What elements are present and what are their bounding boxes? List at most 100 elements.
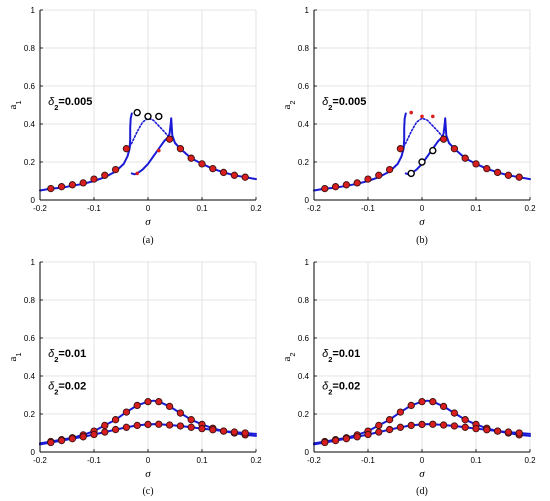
numerical-marker [375,171,383,179]
numerical-marker [461,154,469,162]
numerical-marker [439,135,448,143]
numerical-marker [122,145,131,153]
numerical-marker [122,423,131,431]
chart-panel: -0.2 -0.1 0 0.1 0.2 0 0.2 0.4 0.6 0.8 1 σ a1 δ2=0.01 δ… [7,258,262,497]
y-tick-label: 0 [305,196,310,205]
numerical-marker [450,409,459,417]
numerical-marker [461,423,469,431]
x-tick-label: 0.2 [524,204,536,213]
delta-annotation: δ2=0.01 [322,348,360,364]
y-tick-label: 1 [305,258,310,267]
y-tick-label: 0 [31,196,36,205]
numerical-marker [101,171,109,179]
numerical-marker [396,145,405,153]
y-tick-label: 0.8 [24,296,36,305]
numerical-marker [68,181,77,189]
y-tick-label: 0.2 [24,158,36,167]
numerical-marker [144,397,152,406]
x-tick-label: -0.1 [361,456,375,465]
delta-annotation: δ2=0.02 [48,380,86,396]
delta-annotation: δ2=0.02 [322,380,360,396]
numerical-marker [483,426,491,434]
y-tick-label: 0.2 [298,158,310,167]
x-tick-label: 0.2 [250,204,262,213]
open-marker [418,158,426,166]
numerical-marker [111,416,120,424]
numerical-marker [57,436,66,445]
numerical-marker [230,428,239,436]
delta-annotation: δ2=0.005 [48,96,92,112]
numerical-marker [165,135,174,143]
numerical-marker [79,179,87,187]
numerical-marker [493,168,502,177]
y-tick-label: 0.6 [24,82,36,91]
numerical-marker [187,416,195,424]
numerical-marker [364,430,372,439]
numerical-marker [385,416,394,424]
y-tick-label: 1 [31,258,36,267]
numerical-marker [504,171,513,179]
numerical-marker [439,421,448,429]
y-tick-label: 0.8 [298,296,310,305]
numerical-marker [68,435,77,443]
x-tick-label: 0 [146,204,151,213]
x-tick-label: -0.1 [361,204,375,213]
numerical-marker [493,427,502,435]
numerical-marker [353,179,361,187]
chart-panel: -0.2 -0.1 0 0.1 0.2 0 0.2 0.4 0.6 0.8 1 σ a2 δ2=0.005… [281,6,536,246]
numerical-marker [241,173,249,181]
small-marker [431,114,435,119]
numerical-marker [407,421,415,430]
y-tick-label: 0 [31,448,36,457]
x-axis-label: σ [419,468,425,480]
open-marker [133,108,141,117]
numerical-marker [230,171,239,179]
y-axis-label: a2 [281,352,297,361]
numerical-marker [122,408,131,416]
chart-panel: -0.2 -0.1 0 0.1 0.2 0 0.2 0.4 0.6 0.8 1 σ a1 δ2=0.005… [7,6,262,246]
x-tick-label: 0 [420,456,425,465]
y-tick-label: 0 [305,448,310,457]
numerical-marker [90,430,98,439]
numerical-marker [187,154,195,162]
y-tick-label: 0.8 [24,44,36,53]
numerical-marker [176,422,185,430]
numerical-marker [101,421,109,430]
numerical-marker [90,175,98,183]
numerical-marker [375,428,383,436]
y-tick-label: 0.6 [298,334,310,343]
numerical-marker [396,408,405,416]
numerical-marker [165,402,174,411]
numerical-marker [209,426,217,434]
x-axis-label: σ [419,216,425,228]
numerical-marker [418,420,426,429]
panel-caption: (d) [416,486,428,497]
numerical-marker [321,184,329,193]
numerical-marker [47,438,55,447]
numerical-marker [385,165,394,174]
numerical-marker [472,424,480,433]
x-axis-label: σ [145,216,151,228]
numerical-marker [187,423,195,431]
numerical-marker [407,401,415,410]
x-tick-label: 0.1 [470,456,482,465]
numerical-marker [79,433,87,441]
numerical-marker [450,422,459,430]
numerical-marker [353,433,361,441]
y-tick-label: 0.4 [298,372,310,381]
numerical-marker [504,428,513,436]
numerical-marker [515,173,523,181]
y-tick-label: 0.8 [298,44,310,53]
numerical-marker [241,429,249,437]
open-marker [429,146,437,155]
x-tick-label: 0.1 [470,204,482,213]
chart-panel: -0.2 -0.1 0 0.1 0.2 0 0.2 0.4 0.6 0.8 1 σ a2 δ2=0.01 δ… [281,258,536,497]
panel-caption: (c) [142,486,153,497]
numerical-marker [111,165,120,174]
x-tick-label: 0.2 [250,456,262,465]
y-tick-label: 0.6 [298,82,310,91]
x-tick-label: 0.1 [196,456,208,465]
numerical-marker [429,420,437,428]
numerical-marker [331,183,340,191]
